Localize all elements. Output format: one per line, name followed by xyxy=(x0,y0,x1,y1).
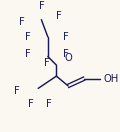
Text: F: F xyxy=(14,86,20,96)
Text: F: F xyxy=(46,99,51,109)
Text: F: F xyxy=(63,32,69,42)
Text: F: F xyxy=(25,32,31,42)
Text: F: F xyxy=(28,99,34,109)
Text: F: F xyxy=(56,11,62,21)
Text: F: F xyxy=(25,49,31,59)
Text: OH: OH xyxy=(103,74,119,84)
Text: F: F xyxy=(39,1,44,11)
Text: F: F xyxy=(44,58,50,68)
Text: F: F xyxy=(18,17,24,27)
Text: F: F xyxy=(63,49,69,59)
Text: O: O xyxy=(65,53,73,63)
